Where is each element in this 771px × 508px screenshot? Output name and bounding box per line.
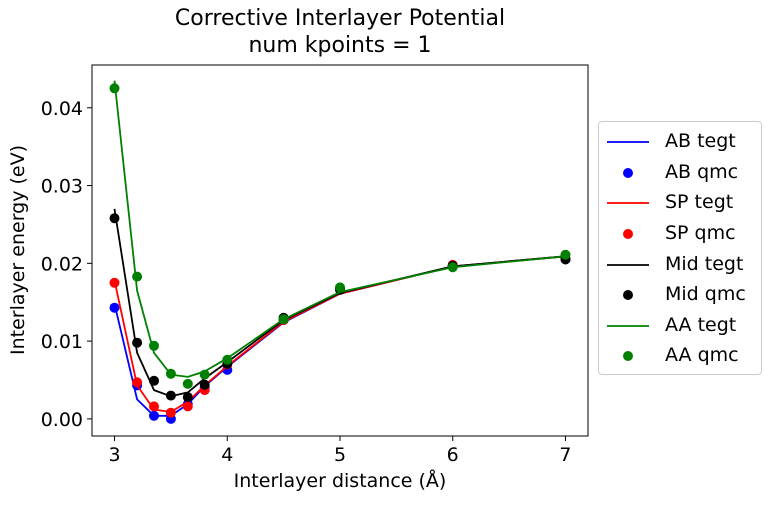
chart-subtitle: num kpoints = 1 bbox=[248, 33, 432, 58]
data-point-aa-qmc bbox=[222, 354, 233, 365]
legend-item-aa-qmc: AA qmc bbox=[599, 341, 761, 371]
legend-item-sp-tegt: SP tegt bbox=[599, 188, 761, 218]
data-point-mid-qmc bbox=[132, 337, 143, 348]
x-axis-label: Interlayer distance (Å) bbox=[233, 470, 447, 492]
y-tick-label: 0.04 bbox=[41, 98, 83, 120]
series-line-aa-tegt bbox=[113, 80, 566, 378]
data-point-ab-qmc bbox=[109, 302, 120, 313]
data-point-aa-qmc bbox=[560, 249, 571, 260]
plot-frame bbox=[91, 64, 589, 437]
legend-label-mid-tegt: Mid tegt bbox=[665, 253, 744, 275]
data-point-aa-qmc bbox=[278, 314, 289, 325]
y-tick-label: 0.03 bbox=[41, 176, 83, 198]
legend-label-ab-tegt: AB tegt bbox=[665, 130, 736, 152]
data-point-sp-qmc bbox=[132, 377, 143, 388]
legend-marker-mid-qmc bbox=[623, 290, 633, 300]
legend-label-sp-tegt: SP tegt bbox=[665, 191, 734, 213]
legend-line-mid-tegt bbox=[607, 264, 649, 266]
data-point-mid-qmc bbox=[182, 392, 193, 403]
legend-item-mid-tegt: Mid tegt bbox=[599, 250, 761, 280]
y-tick-label: 0.00 bbox=[41, 409, 83, 431]
x-tick-label: 5 bbox=[334, 444, 346, 466]
data-point-mid-qmc bbox=[199, 379, 210, 390]
x-tick-label: 4 bbox=[221, 444, 233, 466]
legend-label-ab-qmc: AB qmc bbox=[665, 161, 739, 183]
legend-marker-ab-qmc bbox=[623, 168, 633, 178]
legend-label-mid-qmc: Mid qmc bbox=[665, 283, 746, 305]
y-axis-label: Interlayer energy (eV) bbox=[7, 144, 29, 356]
data-point-ab-qmc bbox=[149, 410, 159, 421]
data-point-aa-qmc bbox=[109, 83, 120, 94]
legend: AB tegt AB qmc SP tegt SP qmc Mid tegt M… bbox=[598, 121, 762, 375]
data-point-aa-qmc bbox=[335, 282, 345, 293]
legend-label-aa-qmc: AA qmc bbox=[665, 344, 739, 366]
data-point-mid-qmc bbox=[109, 213, 120, 224]
data-point-sp-qmc bbox=[165, 407, 176, 418]
legend-item-aa-tegt: AA tegt bbox=[599, 311, 761, 341]
data-point-aa-qmc bbox=[199, 369, 210, 380]
data-point-sp-qmc bbox=[149, 401, 159, 412]
chart-title: Corrective Interlayer Potential bbox=[174, 6, 506, 31]
x-tick-label: 6 bbox=[447, 444, 459, 466]
data-point-aa-qmc bbox=[132, 271, 143, 282]
x-tick-label: 3 bbox=[108, 444, 120, 466]
data-point-sp-qmc bbox=[182, 401, 193, 412]
data-point-aa-qmc bbox=[447, 262, 458, 273]
legend-label-aa-tegt: AA tegt bbox=[665, 314, 737, 336]
y-tick-label: 0.01 bbox=[41, 331, 83, 353]
data-point-aa-qmc bbox=[182, 378, 193, 389]
series-line-ab-tegt bbox=[113, 255, 566, 417]
series-line-sp-tegt bbox=[113, 255, 566, 413]
legend-line-ab-tegt bbox=[607, 141, 649, 143]
legend-line-aa-tegt bbox=[607, 325, 649, 327]
legend-line-sp-tegt bbox=[607, 202, 649, 204]
legend-item-ab-qmc: AB qmc bbox=[599, 158, 761, 188]
legend-item-sp-qmc: SP qmc bbox=[599, 219, 761, 249]
legend-marker-aa-qmc bbox=[623, 351, 633, 361]
data-point-mid-qmc bbox=[165, 390, 176, 401]
series-line-mid-tegt bbox=[113, 208, 566, 398]
data-point-mid-qmc bbox=[149, 375, 159, 386]
legend-label-sp-qmc: SP qmc bbox=[665, 222, 736, 244]
y-tick-label: 0.02 bbox=[41, 253, 83, 275]
legend-item-ab-tegt: AB tegt bbox=[599, 127, 761, 157]
legend-marker-sp-qmc bbox=[623, 229, 633, 239]
legend-item-mid-qmc: Mid qmc bbox=[599, 280, 761, 310]
data-point-sp-qmc bbox=[109, 277, 120, 288]
data-point-aa-qmc bbox=[165, 368, 176, 379]
x-tick-label: 7 bbox=[559, 444, 571, 466]
data-point-aa-qmc bbox=[149, 340, 159, 351]
